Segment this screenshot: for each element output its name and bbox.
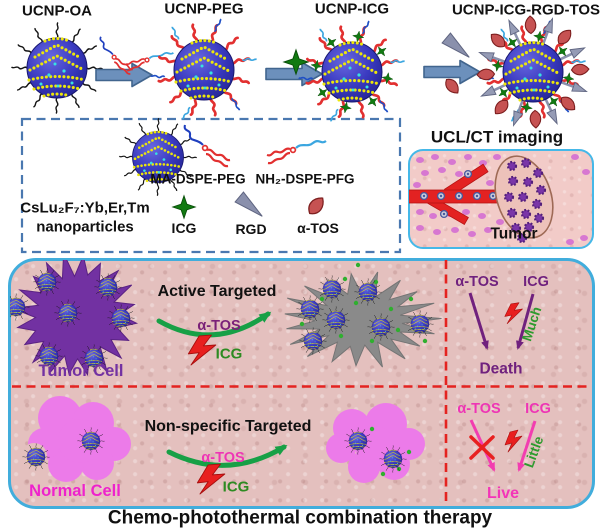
icg-live-arrow	[517, 420, 537, 472]
legend-label-icg: ICG	[171, 220, 197, 236]
rgd-cone-icon	[441, 32, 474, 63]
legend-label-nh2-dspe-pfg: NH₂-DSPE-PFG	[255, 171, 355, 187]
a-tos-label-nonspecific: α-TOS	[201, 449, 245, 466]
icg-death-arrow	[516, 293, 535, 350]
stage-label-ucnp-icg-rgd-tos: UCNP-ICG-RGD-TOS	[451, 1, 600, 19]
ucnp-oa-particle	[12, 23, 103, 114]
ucnp-icg-rgd-tos-particle	[477, 16, 589, 128]
icg-bolt-live	[504, 429, 523, 453]
stage-label-ucnp-oa: UCNP-OA	[22, 2, 92, 20]
a-tos-outcome-live: α-TOS	[457, 400, 501, 417]
icg-outcome-death: ICG	[523, 273, 549, 290]
nh2-dspe-pfg-molecule-icon	[125, 51, 175, 72]
reaction-arrow-1	[95, 62, 153, 88]
a-tos-outcome-death: α-TOS	[455, 273, 499, 290]
live-label: Live	[486, 485, 520, 502]
stage-label-ucnp-peg: UCNP-PEG	[164, 0, 244, 18]
legend-particle-word: nanoparticles	[36, 218, 134, 236]
imaging-title: UCL/CT imaging	[430, 127, 564, 147]
nonspecific-targeted-title: Non-specific Targeted	[144, 418, 312, 435]
normal-cell-label: Normal Cell	[29, 481, 121, 500]
death-label: Death	[479, 360, 523, 378]
green-curved-arrow-active	[156, 311, 272, 338]
icg-outcome-live: ICG	[525, 400, 551, 417]
released-drug-dots	[299, 262, 428, 477]
red-cross-icon	[469, 435, 495, 460]
stage-label-ucnp-icg: UCNP-ICG	[314, 0, 390, 18]
tumor-label: Tumor	[490, 225, 538, 243]
legend-label-ma-dspe-peg: MA-DSPE-PEG	[150, 171, 246, 187]
green-curved-arrow-nonspecific	[166, 444, 288, 468]
active-targeted-title: Active Targeted	[157, 283, 277, 300]
icg-label-active: ICG	[215, 345, 243, 363]
a-tos-label-active: α-TOS	[197, 317, 241, 334]
legend-box	[20, 117, 402, 254]
legend-particle-formula: CsLu₂F₇:Yb,Er,Tm	[20, 199, 150, 217]
legend-label-a-tos: α-TOS	[297, 220, 339, 236]
tumor-cell-label: Tumor Cell	[38, 361, 124, 380]
legend-label-rgd: RGD	[235, 221, 267, 237]
dead-tumor-cell-shape	[284, 271, 442, 368]
particles-in-vessel	[419, 169, 498, 219]
icg-label-nonspecific: ICG	[222, 478, 250, 496]
a-tos-drop-icon	[441, 75, 463, 97]
normal-cell-shape	[28, 396, 131, 482]
normal-cell-after-shape	[326, 403, 425, 483]
ucnp-peg-particle	[151, 18, 257, 120]
icg-bolt-death	[503, 301, 524, 326]
a-tos-death-arrow	[468, 292, 489, 350]
tumor-cells-cluster	[503, 157, 547, 244]
tissue-dots	[413, 154, 590, 245]
figure-caption: Chemo-photothermal combination therapy	[107, 507, 493, 529]
